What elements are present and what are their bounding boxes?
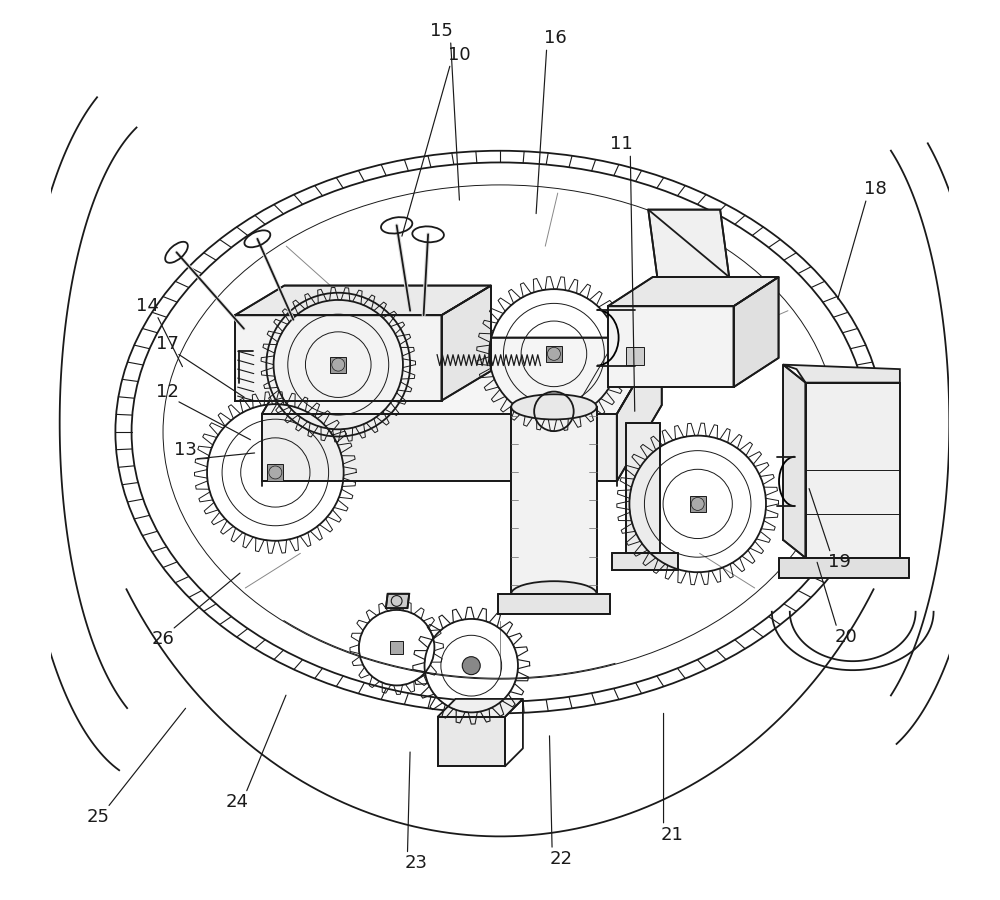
Bar (546, 346, 562, 362)
Circle shape (462, 657, 480, 675)
Text: 14: 14 (136, 297, 159, 315)
Text: 24: 24 (225, 793, 248, 811)
Polygon shape (648, 210, 729, 277)
Ellipse shape (511, 581, 597, 607)
Bar (390, 641, 403, 654)
Text: 12: 12 (156, 382, 179, 400)
Text: 17: 17 (156, 335, 179, 353)
Text: 15: 15 (430, 22, 453, 40)
Text: 21: 21 (661, 825, 684, 843)
Polygon shape (235, 285, 491, 315)
Circle shape (269, 466, 282, 479)
Polygon shape (783, 364, 900, 382)
Circle shape (691, 498, 704, 510)
Text: 23: 23 (405, 854, 428, 872)
Text: 22: 22 (550, 850, 573, 868)
Ellipse shape (132, 162, 868, 702)
Polygon shape (608, 306, 734, 387)
Text: 20: 20 (835, 628, 857, 646)
Polygon shape (498, 594, 610, 614)
Polygon shape (262, 414, 617, 482)
Bar (330, 356, 346, 373)
Text: 26: 26 (152, 630, 174, 648)
Text: 10: 10 (448, 46, 471, 64)
Polygon shape (511, 407, 597, 594)
Polygon shape (386, 594, 409, 608)
Text: 13: 13 (174, 441, 197, 459)
Polygon shape (734, 277, 779, 387)
Polygon shape (626, 423, 660, 554)
Polygon shape (617, 338, 662, 482)
Polygon shape (612, 554, 678, 570)
Bar (626, 346, 644, 364)
Bar (690, 496, 706, 512)
Circle shape (547, 347, 560, 360)
Text: 18: 18 (864, 180, 887, 198)
Circle shape (332, 358, 345, 371)
Polygon shape (235, 315, 442, 400)
Text: 11: 11 (610, 136, 633, 154)
Text: 16: 16 (544, 30, 567, 48)
Polygon shape (806, 382, 900, 558)
Ellipse shape (511, 394, 597, 419)
Polygon shape (438, 717, 505, 766)
Polygon shape (783, 364, 806, 558)
Polygon shape (608, 277, 779, 306)
Polygon shape (779, 558, 909, 578)
Text: 19: 19 (828, 554, 851, 572)
Polygon shape (442, 285, 491, 400)
Text: 25: 25 (87, 807, 110, 825)
Polygon shape (438, 699, 523, 717)
Bar (267, 464, 283, 481)
Polygon shape (262, 338, 662, 414)
